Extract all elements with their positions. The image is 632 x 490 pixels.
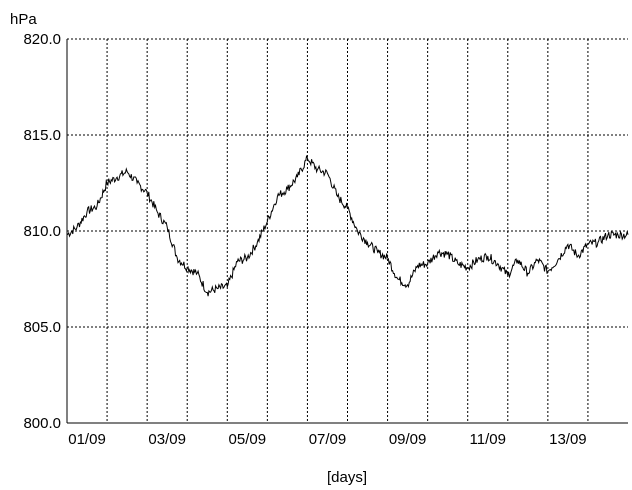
y-tick-label: 805.0 [23,319,61,336]
y-tick-label: 800.0 [23,415,61,432]
y-tick-label: 815.0 [23,127,61,144]
x-tick-label: 11/09 [470,431,506,448]
x-tick-label: 01/09 [68,431,106,448]
y-tick-labels: 800.0 805.0 810.0 815.0 820.0 [23,31,61,432]
y-tick-label: 810.0 [23,223,61,240]
x-tick-labels: 01/09 03/09 05/09 07/09 09/09 11/09 13/09 [68,431,586,448]
x-axis-label: [days] [327,469,367,486]
x-tick-label: 07/09 [309,431,347,448]
x-tick-label: 09/09 [389,431,427,448]
x-tick-label: 05/09 [229,431,267,448]
plot-frame [66,38,628,424]
series-line [66,155,629,297]
y-tick-label: 820.0 [23,31,61,48]
series-layer [66,155,629,297]
x-tick-label: 03/09 [148,431,186,448]
y-axis-label: hPa [10,11,37,28]
x-tick-label: 13/09 [549,431,587,448]
grid [67,39,628,423]
